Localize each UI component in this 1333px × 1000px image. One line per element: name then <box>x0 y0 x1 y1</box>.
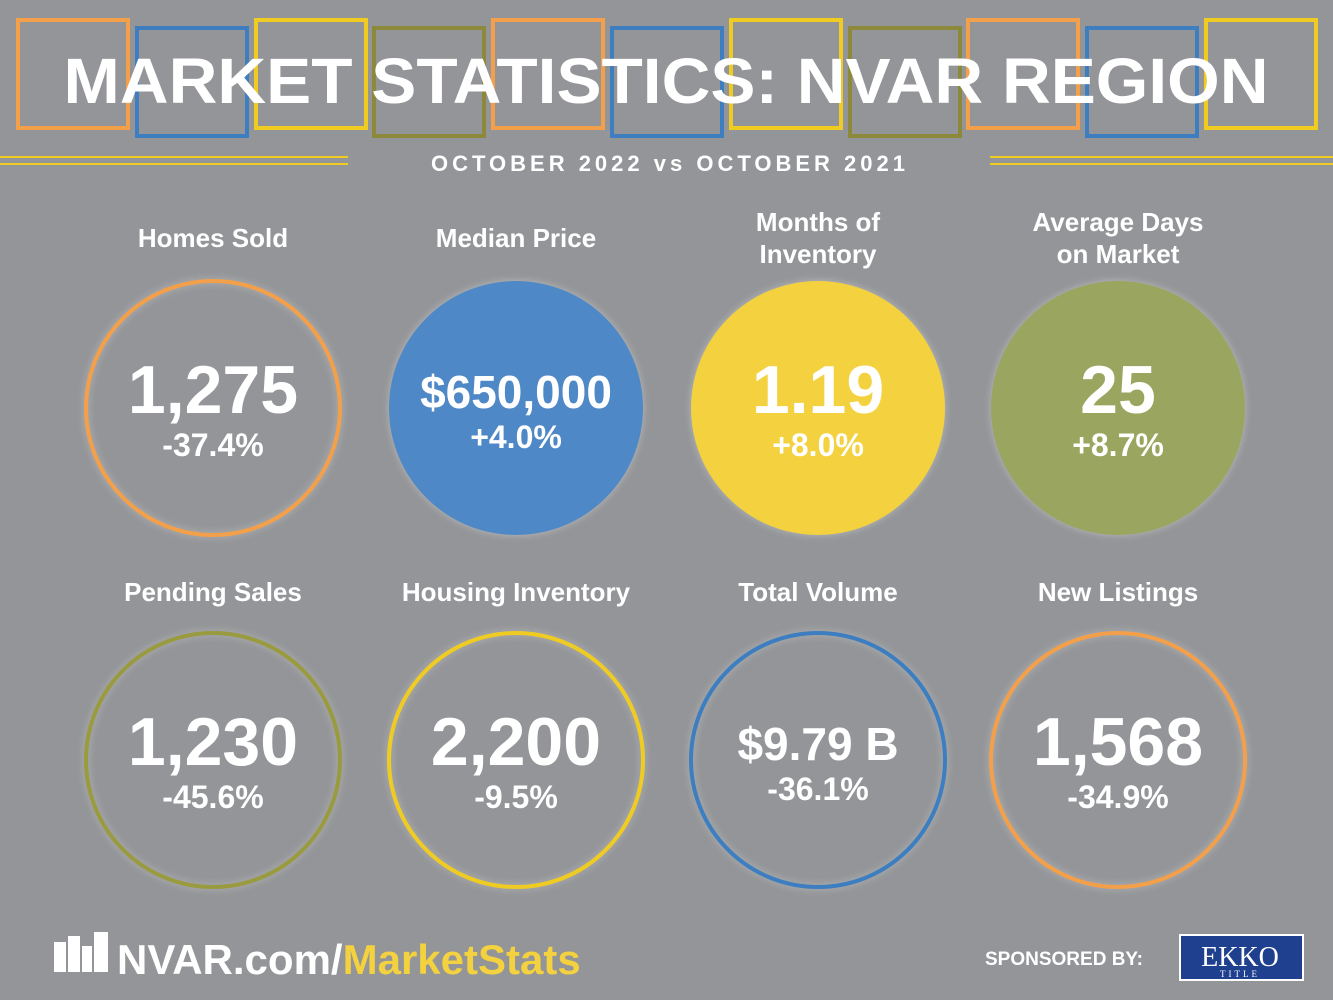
stat-value: 2,200 <box>431 704 601 780</box>
stat-change: +8.7% <box>1072 427 1164 463</box>
subtitle: OCTOBER 2022 vs OCTOBER 2021 <box>431 151 909 176</box>
stat-label: New Listings <box>1038 577 1198 607</box>
stat-label: Pending Sales <box>124 577 302 607</box>
stat-change: -34.9% <box>1067 779 1168 815</box>
stat-change: -45.6% <box>162 779 263 815</box>
stat-value: 1,275 <box>128 352 298 428</box>
stat-circle <box>989 631 1247 889</box>
url-highlight: MarketStats <box>343 936 581 983</box>
stat-change: +4.0% <box>470 419 562 455</box>
stat-change: +8.0% <box>772 427 864 463</box>
stat-circle <box>389 281 643 535</box>
sponsor-name: EKKO <box>1201 942 1279 973</box>
footer-url: NVAR.com/MarketStats <box>117 936 581 983</box>
stat-change: -36.1% <box>767 771 868 807</box>
sponsor-logo <box>1179 934 1304 981</box>
stat-label: Housing Inventory <box>402 577 631 607</box>
stat-value: 1,230 <box>128 704 298 780</box>
stat-change: -9.5% <box>474 779 558 815</box>
stat-label: Months of <box>756 207 881 237</box>
stat-circle <box>691 281 945 535</box>
stat-value: $9.79 B <box>737 718 898 770</box>
title-decoration <box>16 18 1318 138</box>
stat-label: Average Days <box>1032 207 1203 237</box>
url-main: NVAR.com/ <box>117 936 343 983</box>
stat-value: 25 <box>1080 352 1156 428</box>
stat-circle <box>991 281 1245 535</box>
title: MARKET STATISTICS: NVAR REGION <box>64 45 1269 117</box>
sponsor-sub: TITLE <box>1220 969 1260 979</box>
stat-label: Inventory <box>759 239 877 269</box>
stat-value: 1.19 <box>752 352 884 428</box>
stat-value: $650,000 <box>420 366 612 418</box>
nvar-logo <box>54 932 108 972</box>
subtitle-rules <box>0 156 1333 165</box>
stat-label: Total Volume <box>738 577 897 607</box>
stat-label: on Market <box>1057 239 1180 269</box>
stat-circle <box>84 279 342 537</box>
stat-label: Median Price <box>436 223 596 253</box>
sponsor-label: SPONSORED BY: <box>985 949 1143 970</box>
stat-value: 1,568 <box>1033 704 1203 780</box>
stat-label: Homes Sold <box>138 223 288 253</box>
stat-circle <box>84 631 342 889</box>
stat-change: -37.4% <box>162 427 263 463</box>
stat-circle <box>689 631 947 889</box>
stats: Homes Sold 1,275-37.4% Median Price $650,00… <box>84 207 1247 889</box>
stat-circle <box>387 631 645 889</box>
